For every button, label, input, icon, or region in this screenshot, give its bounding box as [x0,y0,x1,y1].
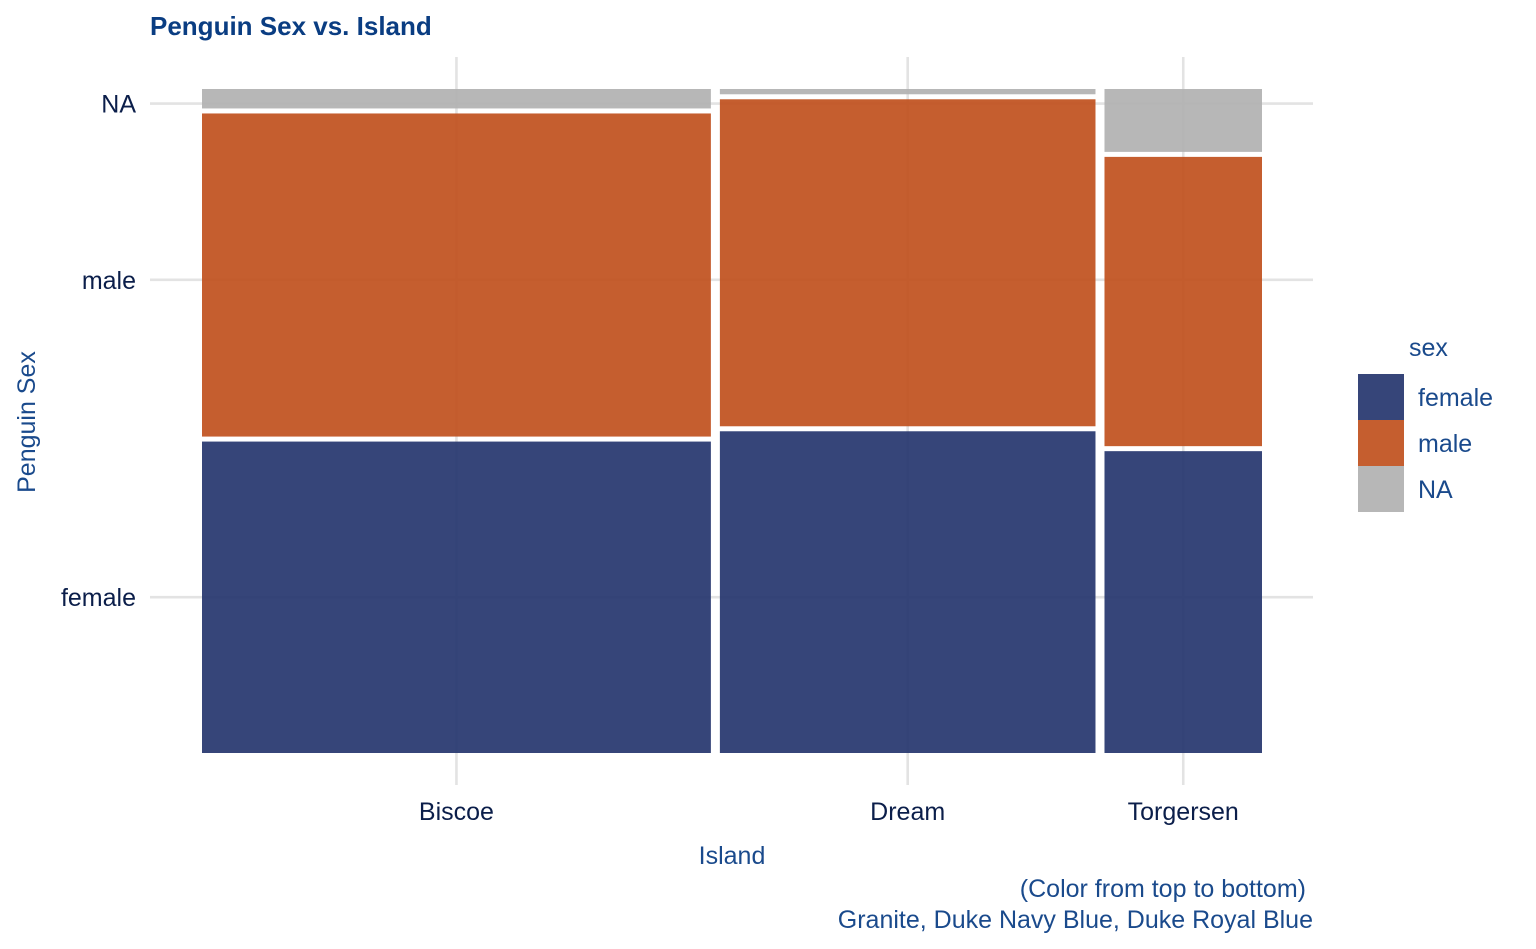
y-tick-label: female [61,584,136,612]
tile-dream-na [719,89,1096,95]
caption-line-1: (Color from top to bottom) [1020,875,1306,903]
legend-label: female [1418,384,1493,412]
y-axis-title: Penguin Sex [13,351,41,493]
caption-line-2: Granite, Duke Navy Blue, Duke Royal Blue [838,906,1313,934]
x-tick-labels: Biscoe Dream Torgersen [419,798,1239,826]
tile-torgersen-na [1104,89,1262,152]
mosaic-tiles [202,89,1262,753]
y-tick-labels: female male NA [61,91,136,613]
chart-title: Penguin Sex vs. Island [150,11,432,41]
tile-biscoe-na [202,89,711,109]
legend-label: NA [1418,476,1453,504]
y-tick-label: male [82,267,136,295]
x-axis-title: Island [699,842,766,870]
legend-key-na [1358,466,1404,512]
tile-torgersen-male [1104,156,1262,447]
tile-dream-female [719,431,1096,753]
tile-biscoe-male [202,113,711,437]
legend-title: sex [1409,334,1448,362]
legend-key-male [1358,420,1404,466]
x-tick-label: Dream [870,798,945,826]
x-tick-label: Biscoe [419,798,494,826]
legend-label: male [1418,430,1472,458]
y-tick-label: NA [101,91,136,119]
tile-torgersen-female [1104,451,1262,753]
legend: sex female male NA [1358,334,1493,512]
legend-key-female [1358,374,1404,420]
x-tick-label: Torgersen [1128,798,1239,826]
tile-dream-male [719,99,1096,427]
tile-biscoe-female [202,441,711,753]
